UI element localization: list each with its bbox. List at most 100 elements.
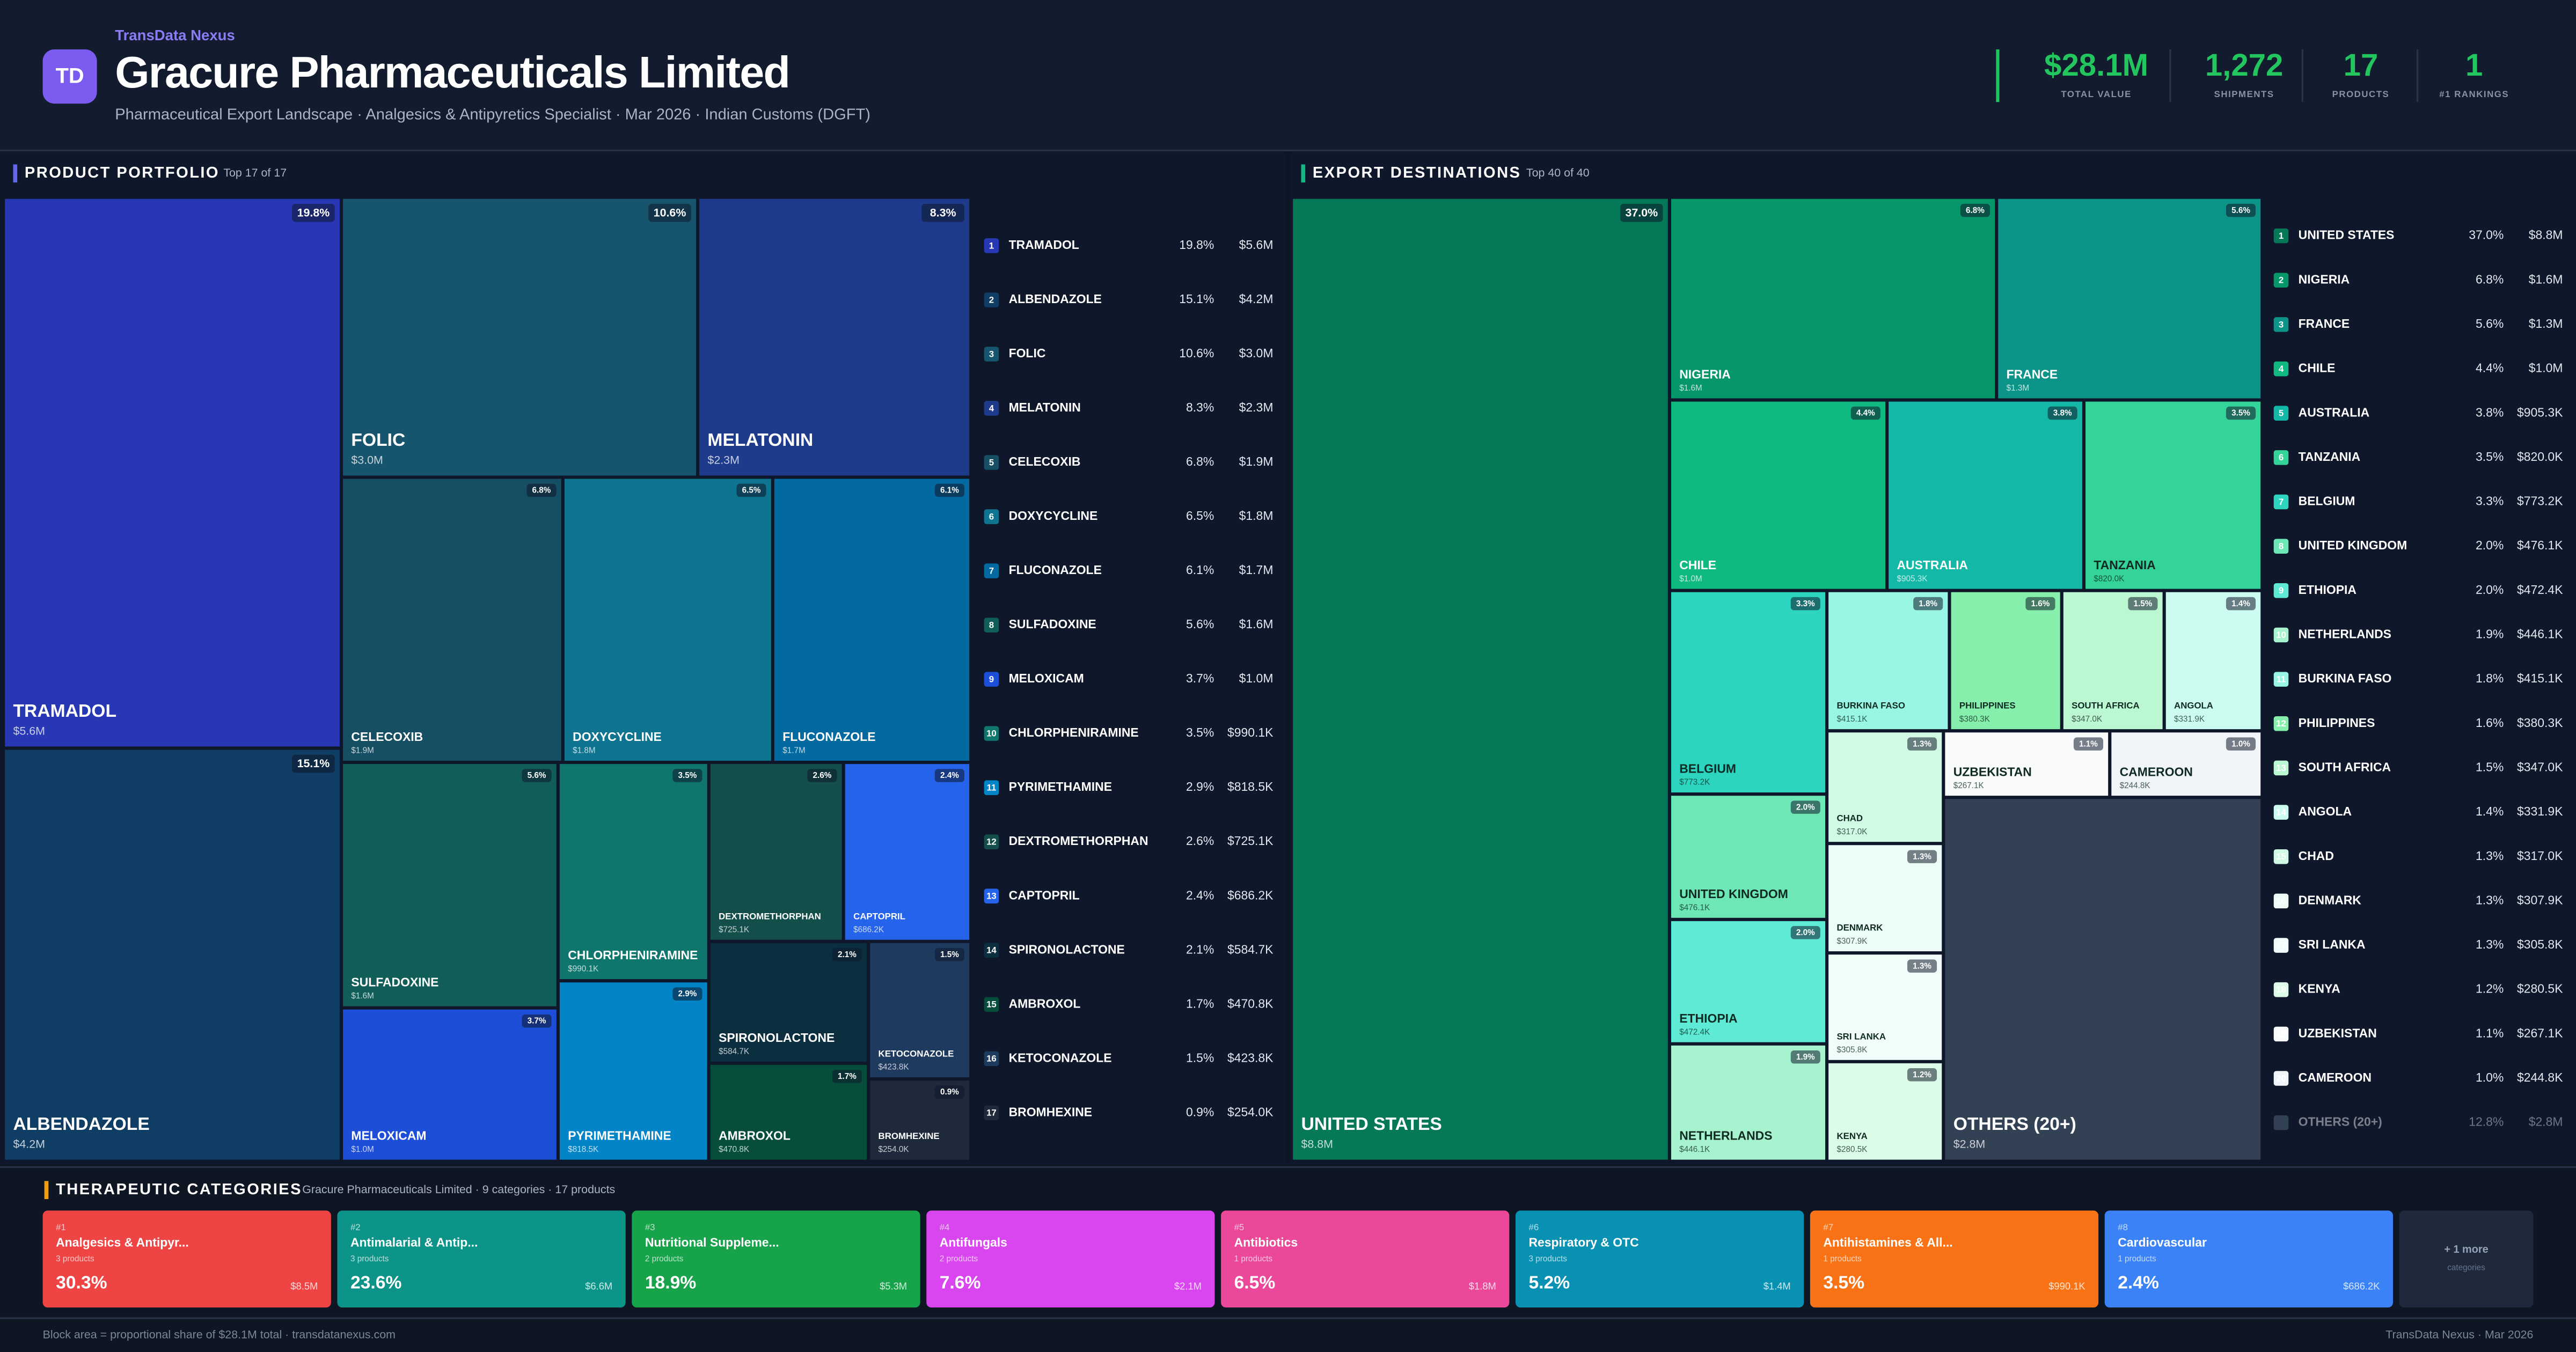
legend-value: $317.0K (2517, 849, 2563, 863)
legend-name: NIGERIA (2299, 272, 2350, 286)
tile-badge (2047, 406, 2077, 420)
tile-badge (2073, 737, 2104, 751)
legend-value: $472.4K (2517, 583, 2563, 597)
tile-name: SOUTH AFRICA (2072, 701, 2140, 711)
legend-value: $476.1K (2517, 538, 2563, 552)
legend-swatch (2273, 583, 2289, 598)
legend-value: $254.0K (1227, 1105, 1274, 1119)
legend-rank: 5 (989, 457, 994, 467)
legend-name: DEXTROMETHORPHAN (1009, 834, 1148, 848)
legend-share: 3.8% (2476, 405, 2504, 419)
tile-badge (1907, 850, 1937, 863)
tile-share: 1.5% (2133, 599, 2152, 608)
legend-swatch (984, 347, 999, 362)
legend-value: $244.8K (2517, 1070, 2563, 1084)
legend-swatch (2273, 760, 2289, 776)
category-name: Antihistamines & All... (1823, 1236, 1952, 1250)
category-count: 1 products (1234, 1254, 1273, 1263)
kpi-label: #1 RANKINGS (2439, 89, 2509, 99)
tile-name: DEXTROMETHORPHAN (719, 911, 821, 921)
legend-share: 1.0% (2476, 1070, 2504, 1084)
legend-value: $905.3K (2517, 405, 2563, 419)
category-value: $1.4M (1763, 1281, 1791, 1292)
legend-rank: 17 (986, 1108, 997, 1118)
legend-swatch (2273, 450, 2289, 465)
legend-share: 12.8% (2469, 1115, 2504, 1129)
tile-badge (934, 483, 964, 497)
legend-value: $470.8K (1227, 996, 1274, 1010)
legend-name: TANZANIA (2299, 450, 2361, 464)
panel-subtitle: Top 40 of 40 (1526, 166, 1590, 179)
legend-rank: 19 (2276, 1029, 2286, 1039)
tile-name: DOXYCYCLINE (573, 730, 662, 744)
legend-share: 6.1% (1186, 563, 1214, 577)
tile-name: CELECOXIB (351, 730, 423, 744)
legend-share: 3.5% (1186, 725, 1214, 739)
legend-rank: 13 (986, 891, 997, 901)
tile-name: FOLIC (351, 430, 405, 450)
tile-name: BELGIUM (1679, 761, 1736, 775)
tile-share: 1.2% (1913, 1070, 1931, 1079)
legend-name: MELATONIN (1009, 400, 1081, 414)
tile-share: 2.4% (940, 771, 959, 780)
legend-value: $415.1K (2517, 671, 2563, 685)
tile-name: ALBENDAZOLE (13, 1114, 149, 1134)
legend-value: $820.0K (2517, 450, 2563, 464)
category-name: Nutritional Suppleme... (645, 1236, 779, 1250)
tile-share: 8.3% (930, 206, 956, 219)
legend-swatch (2273, 1115, 2289, 1130)
legend-value: $1.6M (2529, 272, 2563, 286)
category-share: 2.4% (2118, 1273, 2159, 1293)
tile-badge (1790, 1050, 1820, 1064)
legend-swatch (2273, 1026, 2289, 1042)
category-count: 3 products (350, 1254, 389, 1263)
legend-rank: 20 (2276, 1073, 2286, 1083)
category-count: 2 products (940, 1254, 978, 1263)
legend-swatch (984, 726, 999, 741)
legend-rank: 12 (986, 837, 997, 847)
legend-share: 1.3% (2476, 849, 2504, 863)
tile-value: $415.1K (1836, 715, 1868, 724)
tile-name: MELOXICAM (351, 1129, 426, 1143)
legend-swatch (984, 238, 999, 253)
legend-value: $1.8M (1239, 509, 1274, 523)
legend-rank: 4 (989, 403, 994, 413)
tile-value: $347.0K (2072, 715, 2103, 724)
legend-swatch (2273, 849, 2289, 864)
legend-share: 15.1% (1179, 292, 1214, 306)
tile (558, 762, 709, 981)
category-name: Antibiotics (1234, 1236, 1298, 1250)
tile (341, 1008, 558, 1162)
category-count: 1 products (2118, 1254, 2156, 1263)
tile-badge (526, 483, 557, 497)
tile-badge (934, 947, 964, 961)
legend-share: 1.9% (2476, 627, 2504, 641)
legend-name: AUSTRALIA (2299, 405, 2370, 419)
legend-share: 1.2% (2476, 982, 2504, 996)
category-name: Respiratory & OTC (1528, 1236, 1638, 1250)
legend-value: $1.7M (1239, 563, 1274, 577)
tile-badge (2128, 597, 2158, 611)
tile (1291, 197, 1670, 1162)
tile-value: $2.3M (707, 453, 740, 466)
tile-value: $280.5K (1836, 1145, 1868, 1154)
tile-name: BURKINA FASO (1836, 701, 1905, 711)
category-value: $5.3M (880, 1281, 907, 1292)
tile-badge (2025, 597, 2055, 611)
tile-value: $476.1K (1679, 903, 1710, 912)
kpi-label: TOTAL VALUE (2061, 89, 2132, 99)
legend-share: 1.1% (2476, 1026, 2504, 1040)
category-share: 3.5% (1823, 1273, 1864, 1293)
tile-name: KETOCONAZOLE (879, 1049, 954, 1059)
legend-rank: 10 (2276, 630, 2286, 640)
legend-rank: 1 (989, 240, 994, 251)
legend-name: FLUCONAZOLE (1009, 563, 1102, 577)
legend-value: $307.9K (2517, 893, 2563, 907)
category-rank: #1 (56, 1222, 66, 1232)
tile-share: 6.8% (1966, 206, 1985, 215)
tile-name: UZBEKISTAN (1953, 765, 2032, 778)
tile-value: $470.8K (719, 1145, 750, 1154)
tile (708, 941, 869, 1063)
tile (3, 748, 341, 1162)
